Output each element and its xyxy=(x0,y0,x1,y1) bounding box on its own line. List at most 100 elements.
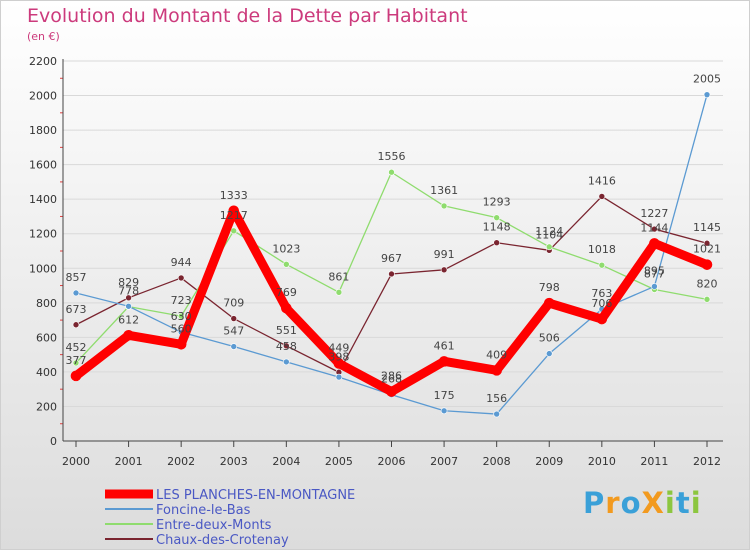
data-label: 778 xyxy=(118,285,139,298)
data-label: 769 xyxy=(276,286,297,299)
data-point xyxy=(493,239,500,247)
data-label: 1124 xyxy=(535,225,563,238)
data-label: 2005 xyxy=(693,73,721,86)
data-label: 1023 xyxy=(272,242,300,255)
legend-label: LES PLANCHES-EN-MONTAGNE xyxy=(156,488,355,503)
data-label: 877 xyxy=(644,268,665,281)
data-label: 857 xyxy=(66,271,87,284)
data-point xyxy=(545,350,553,357)
data-point xyxy=(283,358,290,366)
logo-letter: o xyxy=(620,486,642,520)
data-label: 612 xyxy=(118,313,139,326)
data-point xyxy=(493,214,500,221)
x-tick-label: 2007 xyxy=(430,455,458,468)
y-tick-label: 400 xyxy=(36,366,57,379)
data-label: 1416 xyxy=(588,174,616,187)
data-label: 1361 xyxy=(430,184,458,197)
y-tick-label: 1200 xyxy=(29,228,57,241)
data-point xyxy=(388,168,395,176)
data-label: 1556 xyxy=(378,150,406,163)
data-point xyxy=(177,274,185,282)
data-point xyxy=(651,283,658,290)
data-label: 547 xyxy=(223,325,244,338)
data-point xyxy=(438,356,450,367)
data-point xyxy=(283,260,290,268)
data-point xyxy=(230,343,238,350)
data-point xyxy=(703,239,711,247)
data-label: 156 xyxy=(486,392,507,405)
data-point xyxy=(283,342,290,350)
data-label: 452 xyxy=(66,341,87,354)
y-tick-label: 200 xyxy=(36,400,57,413)
data-point xyxy=(493,410,500,418)
data-label: 377 xyxy=(66,354,87,367)
data-point xyxy=(123,329,134,341)
data-label: 551 xyxy=(276,324,297,337)
data-point xyxy=(440,407,448,415)
data-point xyxy=(545,243,553,251)
x-tick-label: 2004 xyxy=(272,455,300,468)
data-point xyxy=(175,338,187,350)
logo-letter: i xyxy=(664,486,676,520)
data-point xyxy=(651,225,658,233)
x-tick-label: 2008 xyxy=(483,455,511,468)
data-point xyxy=(491,365,502,376)
data-label: 630 xyxy=(171,310,192,323)
data-point xyxy=(72,289,80,297)
x-tick-label: 2012 xyxy=(693,455,721,468)
legend-label: Entre-deux-Monts xyxy=(156,518,272,533)
y-tick-label: 2000 xyxy=(29,90,57,103)
data-point xyxy=(335,373,343,381)
x-tick-label: 2001 xyxy=(115,455,143,468)
y-tick-label: 1800 xyxy=(29,124,57,137)
data-label: 175 xyxy=(434,389,455,402)
data-label: 1217 xyxy=(220,209,248,222)
data-point xyxy=(649,238,660,249)
data-label: 723 xyxy=(171,294,192,307)
data-point xyxy=(228,205,240,217)
x-tick-label: 2002 xyxy=(167,455,195,468)
data-label: 449 xyxy=(328,341,349,354)
y-tick-label: 0 xyxy=(50,435,57,448)
data-point xyxy=(335,288,343,296)
y-tick-label: 1000 xyxy=(29,262,57,275)
data-point xyxy=(440,266,448,274)
data-label: 1104 xyxy=(535,228,563,241)
data-point xyxy=(72,359,80,367)
x-tick-label: 2006 xyxy=(378,455,406,468)
x-tick-label: 2010 xyxy=(588,455,616,468)
logo-letter: t xyxy=(675,486,691,520)
data-label: 709 xyxy=(223,297,244,310)
data-point xyxy=(440,202,448,210)
chart-subtitle: (en €) xyxy=(27,30,60,43)
data-point xyxy=(701,259,713,270)
data-point xyxy=(543,297,555,309)
data-label: 967 xyxy=(381,252,402,265)
legend-label: Foncine-le-Bas xyxy=(156,503,251,518)
x-tick-label: 2011 xyxy=(640,455,668,468)
data-point xyxy=(230,315,238,322)
data-label: 506 xyxy=(539,332,560,345)
y-tick-label: 600 xyxy=(36,331,57,344)
y-tick-label: 1400 xyxy=(29,193,57,206)
logo-letter: r xyxy=(605,486,621,520)
data-label: 763 xyxy=(591,287,612,300)
data-label: 458 xyxy=(276,340,297,353)
proxiti-logo: ProXiti xyxy=(583,486,702,520)
data-point xyxy=(125,294,132,302)
chart-title: Evolution du Montant de la Dette par Hab… xyxy=(27,5,468,27)
y-tick-label: 800 xyxy=(36,297,57,310)
data-label: 461 xyxy=(434,339,455,352)
data-label: 798 xyxy=(539,281,560,294)
data-label: 1018 xyxy=(588,243,616,256)
y-tick-label: 2200 xyxy=(29,55,57,68)
data-label: 1227 xyxy=(640,207,668,220)
x-tick-label: 2003 xyxy=(220,455,248,468)
data-point xyxy=(230,227,238,235)
data-point xyxy=(72,321,80,329)
data-label: 1145 xyxy=(693,221,721,234)
data-label: 1293 xyxy=(483,196,511,209)
data-label: 991 xyxy=(434,248,455,261)
